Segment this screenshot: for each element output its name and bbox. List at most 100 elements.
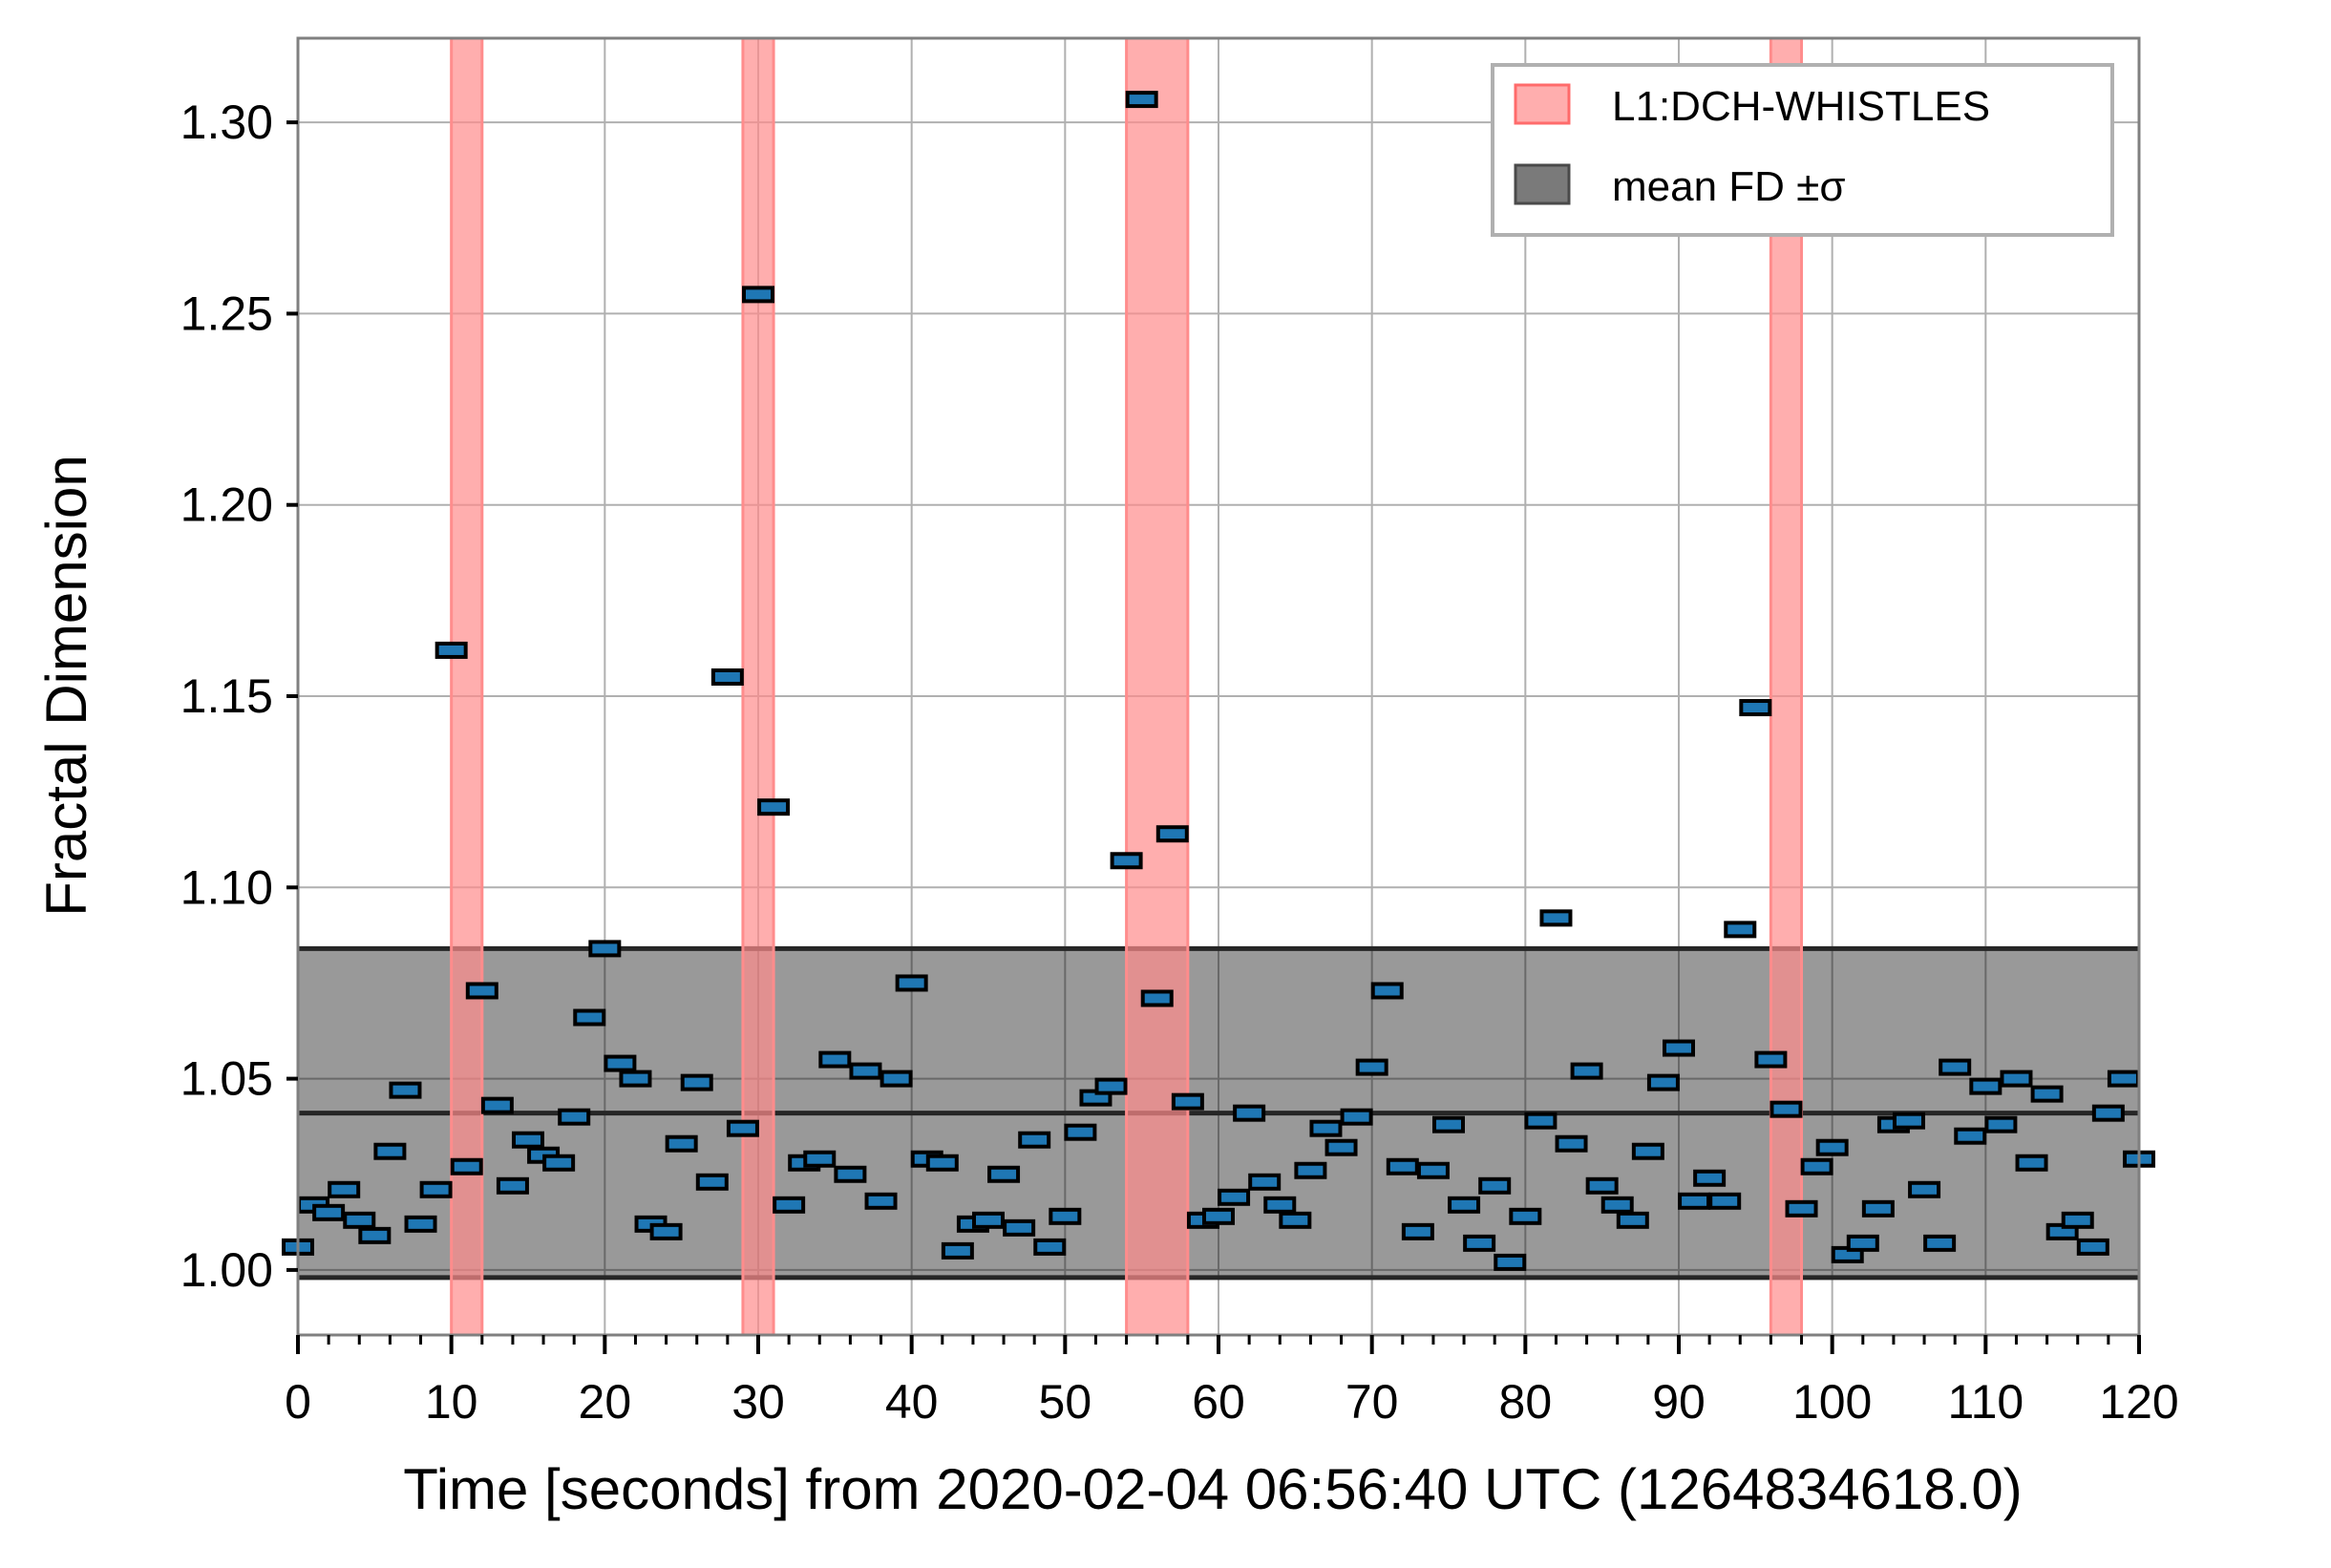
- data-point: [1110, 852, 1143, 870]
- data-point: [1800, 1157, 1833, 1176]
- x-tick-label: 70: [1346, 1375, 1399, 1429]
- data-point: [1708, 1192, 1742, 1210]
- legend-swatch-mean-fd: [1514, 163, 1571, 205]
- data-point: [834, 1165, 867, 1183]
- x-tick-label: 80: [1499, 1375, 1553, 1429]
- data-point: [1401, 1222, 1434, 1240]
- x-tick-label: 50: [1039, 1375, 1092, 1429]
- data-point: [1463, 1234, 1496, 1252]
- data-point: [1539, 909, 1573, 927]
- data-point: [1969, 1077, 2003, 1095]
- whistle-segment: [450, 36, 484, 1337]
- y-tick-label: 1.10: [180, 860, 273, 914]
- data-point: [1018, 1131, 1051, 1149]
- data-point: [1754, 1050, 1788, 1069]
- data-point: [2000, 1070, 2033, 1088]
- y-tick-label: 1.00: [180, 1243, 273, 1297]
- data-point: [1448, 1196, 1481, 1214]
- data-point: [1263, 1196, 1297, 1214]
- data-point: [1294, 1161, 1327, 1179]
- data-point: [1570, 1062, 1603, 1080]
- legend-box: [1491, 63, 2114, 237]
- data-point: [1954, 1127, 1987, 1145]
- data-point: [1309, 1119, 1343, 1137]
- data-point: [895, 974, 928, 992]
- whistle-segment: [741, 36, 775, 1337]
- data-point: [1815, 1138, 1849, 1156]
- data-point: [1279, 1211, 1312, 1229]
- data-point: [1140, 989, 1174, 1007]
- y-tick-label: 1.15: [180, 669, 273, 723]
- x-tick-label: 110: [1947, 1375, 2024, 1429]
- data-point: [512, 1131, 544, 1149]
- data-point: [1171, 1092, 1204, 1111]
- data-point: [450, 1157, 483, 1176]
- data-point: [343, 1211, 376, 1229]
- whistle-segment: [1125, 36, 1190, 1337]
- data-point: [1340, 1108, 1373, 1126]
- data-point: [879, 1070, 913, 1088]
- data-point: [496, 1176, 529, 1195]
- data-point: [803, 1150, 837, 1168]
- data-point: [1769, 1100, 1803, 1118]
- data-point: [373, 1142, 407, 1160]
- data-point: [1646, 1073, 1680, 1091]
- data-point: [2107, 1070, 2140, 1088]
- y-tick-label: 1.25: [180, 286, 273, 340]
- data-point: [1202, 1207, 1235, 1225]
- data-point: [1478, 1176, 1512, 1195]
- data-point: [419, 1180, 453, 1198]
- data-point: [726, 1119, 759, 1137]
- axis-labels: Time [seconds] from 2020-02-04 06:56:40 …: [34, 455, 2023, 1521]
- data-point: [680, 1073, 713, 1091]
- data-point: [2030, 1085, 2064, 1103]
- data-point: [358, 1226, 392, 1244]
- data-point: [972, 1211, 1005, 1229]
- data-point: [1125, 91, 1158, 109]
- data-point: [1555, 1134, 1588, 1153]
- data-point: [2015, 1154, 2048, 1172]
- x-tick-label: 100: [1792, 1375, 1872, 1429]
- x-tick-label: 0: [285, 1375, 311, 1429]
- legend-label-mean-fd: mean FD ±σ: [1612, 163, 1845, 210]
- data-point: [818, 1050, 852, 1069]
- data-point: [1049, 1207, 1082, 1225]
- x-tick-label: 30: [731, 1375, 785, 1429]
- data-point: [1033, 1238, 1067, 1256]
- data-point: [1355, 1058, 1388, 1076]
- data-point: [1908, 1180, 1941, 1198]
- data-point: [665, 1134, 698, 1153]
- data-point: [1218, 1188, 1251, 1206]
- data-point: [588, 940, 622, 958]
- data-point: [987, 1165, 1021, 1183]
- data-point: [710, 667, 744, 686]
- axis-ticks: 0 10 20 30 40 50 60 70 80 90 100 110 120 1.00 1.05 1.10…: [180, 95, 2179, 1429]
- data-point: [1324, 1138, 1358, 1156]
- data-point: [312, 1203, 346, 1221]
- data-points: [282, 91, 2155, 1271]
- whistle-segments: [450, 36, 1804, 1337]
- x-tick-label: 40: [885, 1375, 939, 1429]
- data-point: [1893, 1112, 1925, 1130]
- x-tick-label: 20: [579, 1375, 632, 1429]
- data-point: [558, 1108, 591, 1126]
- data-point: [573, 1008, 606, 1027]
- data-point: [1585, 1176, 1619, 1195]
- y-tick-label: 1.20: [180, 478, 273, 532]
- data-point: [773, 1196, 806, 1214]
- data-point: [465, 982, 498, 1000]
- data-point: [2091, 1104, 2125, 1122]
- data-point: [1693, 1169, 1727, 1187]
- data-point: [1600, 1196, 1634, 1214]
- legend-swatch-whistles: [1514, 83, 1571, 125]
- data-point: [328, 1180, 361, 1198]
- data-point: [1094, 1077, 1128, 1095]
- data-point: [1432, 1115, 1465, 1134]
- data-point: [1616, 1211, 1649, 1229]
- data-point: [1386, 1157, 1419, 1176]
- data-point: [1524, 1112, 1558, 1130]
- data-point: [649, 1222, 683, 1240]
- data-point: [1003, 1218, 1036, 1237]
- data-point: [864, 1192, 898, 1210]
